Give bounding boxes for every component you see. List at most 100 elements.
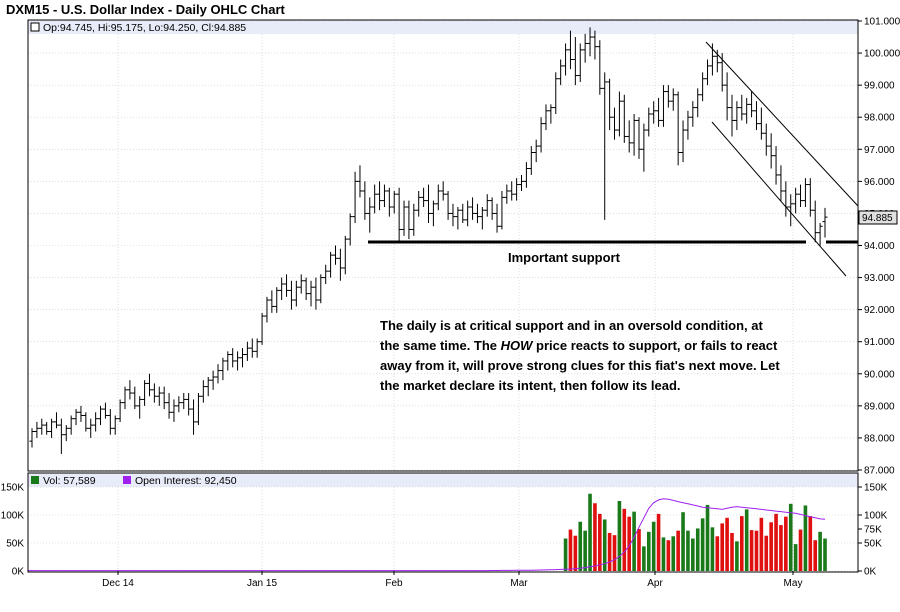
ohlc-bar [367, 197, 373, 233]
x-tick-label: May [784, 578, 803, 589]
ohlc-bar [660, 85, 666, 127]
volume-bar [681, 512, 685, 571]
ohlc-bar [235, 351, 241, 371]
x-axis: Dec 14 Jan 15 Feb Mar Apr May [102, 571, 802, 589]
volume-bar [578, 521, 583, 571]
channel-upper-line [705, 41, 859, 207]
ohlc-bar [460, 203, 466, 224]
ohlc-bar [220, 357, 226, 381]
ohlc-bar [239, 348, 245, 368]
volume-legend: Vol: 57,589 [43, 475, 96, 487]
price-tick-label: 91.000 [864, 337, 895, 348]
volume-left-tick-label: 50K [6, 539, 24, 550]
ohlc-bar [479, 207, 485, 230]
volume-bar [788, 503, 793, 571]
last-price-label: 94.885 [862, 213, 893, 224]
ohlc-bar [44, 421, 50, 435]
ohlc-bar [548, 104, 554, 124]
ohlc-bar [63, 425, 69, 442]
ohlc-bar [191, 399, 197, 435]
price-tick-label: 88.000 [864, 433, 895, 444]
ohlc-bar [744, 97, 750, 124]
ohlc-bar [78, 405, 84, 422]
ohlc-bar [572, 37, 578, 86]
price-tick-label: 99.000 [864, 81, 895, 92]
ohlc-bar [651, 101, 657, 124]
price-bars [29, 27, 828, 454]
volume-bar [671, 536, 676, 571]
price-frame [27, 19, 859, 472]
ohlc-bar [636, 117, 642, 159]
price-grid [28, 20, 858, 471]
volume-right-tick-label: 150K [864, 483, 888, 494]
volume-bar [759, 517, 764, 571]
ohlc-bar [151, 383, 157, 403]
ohlc-bar [102, 402, 108, 419]
ohlc-bar [724, 72, 730, 121]
volume-axis: 150K 100K 50K 0K 150K 100K 75K 50K 0K [1, 483, 888, 578]
ohlc-bar [802, 178, 808, 208]
volume-bar [710, 527, 715, 571]
x-tick-label: Dec 14 [102, 578, 134, 589]
ohlc-bar [318, 274, 324, 304]
ohlc-bar [391, 190, 397, 214]
ohlc-bar [435, 184, 441, 211]
volume-left-tick-label: 150K [1, 483, 25, 494]
volume-bar [656, 513, 661, 571]
volume-right-tick-label: 75K [864, 525, 882, 536]
ohlc-bar [612, 107, 618, 140]
price-tick-label: 100.000 [864, 49, 900, 60]
ohlc-bar [489, 197, 495, 220]
commentary-line: The daily is at critical support and in … [380, 318, 764, 333]
support-label: Important support [508, 250, 621, 265]
ohlc-bar [592, 30, 598, 60]
price-tick-label: 92.000 [864, 305, 895, 316]
ohlc-bar [293, 280, 299, 307]
x-tick-label: Mar [510, 578, 528, 589]
price-tick-label: 93.000 [864, 273, 895, 284]
ohlc-bar [430, 200, 436, 227]
volume-bar [583, 530, 587, 571]
volume-right-tick-label: 0K [864, 567, 877, 578]
ohlc-bar [279, 277, 285, 301]
volume-bar [691, 538, 695, 571]
price-tick-label: 96.000 [864, 177, 895, 188]
volume-right-tick-label: 100K [864, 511, 888, 522]
ohlc-bar [156, 386, 162, 406]
ohlc-bar [195, 393, 201, 426]
ohlc-bar [259, 312, 265, 345]
ohlc-bar [705, 59, 711, 86]
ohlc-bar [793, 187, 799, 214]
ohlc-bar [176, 396, 182, 413]
ohlc-bar [817, 223, 823, 246]
volume-bar [784, 516, 788, 571]
ohlc-bar [807, 178, 813, 217]
ohlc-bar [504, 184, 510, 204]
ohlc-bar [112, 415, 118, 435]
x-tick-label: Apr [647, 578, 663, 589]
ohlc-bar [386, 187, 392, 217]
volume-bar [642, 546, 646, 571]
volume-legend-swatch [31, 476, 39, 484]
ohlc-bar [631, 114, 637, 156]
volume-panel: Vol: 57,589 Open Interest: 92,450 150K 10… [1, 472, 888, 578]
volume-bar [779, 525, 783, 571]
ohlc-bar [132, 386, 138, 410]
price-legend: Op:94.745, Hi:95.175, Lo:94.250, Cl:94.8… [43, 22, 246, 34]
ohlc-bar [455, 207, 461, 230]
ohlc-bar [58, 418, 64, 454]
ohlc-bar [758, 107, 764, 140]
volume-bar [808, 516, 813, 571]
ohlc-bar [34, 421, 40, 438]
commentary-note: The daily is at critical support and in … [380, 318, 780, 393]
ohlc-bar [587, 27, 593, 57]
open-interest-series [28, 498, 826, 572]
ohlc-bar [445, 190, 451, 220]
volume-bar [793, 544, 798, 571]
ohlc-bar [313, 277, 319, 310]
volume-bar [563, 538, 568, 571]
ohlc-bar [328, 251, 334, 278]
ohlc-bar [514, 178, 520, 201]
ohlc-bar [470, 197, 476, 220]
ohlc-bar [29, 428, 35, 448]
